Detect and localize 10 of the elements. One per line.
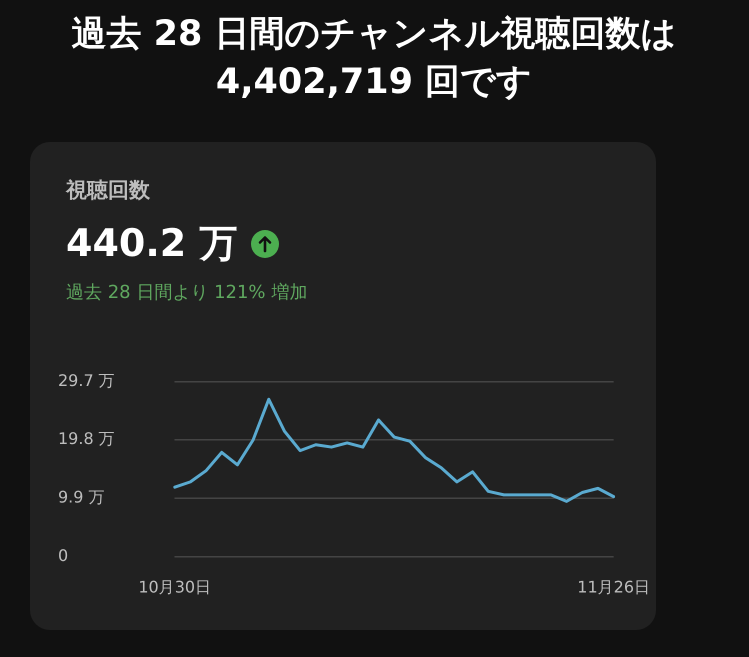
y-tick-label: 0: [58, 546, 68, 565]
text: 過去 28 日間より 121% 増加: [66, 281, 308, 304]
y-tick-label: 29.7 万: [58, 370, 115, 390]
x-tick-label: 11月26日: [577, 578, 650, 597]
x-tick-label: 10月30日: [138, 578, 212, 597]
y-tick-label: 19.8 万: [58, 429, 115, 448]
chart-title: 過去 28 日間のチャンネル視聴回数は 4,402,719 回です: [70, 13, 678, 104]
y-tick-label: 9.9 万: [58, 488, 105, 507]
chart-subtitle: 視聴回数: [66, 177, 150, 204]
text: 440.2 万: [66, 220, 238, 267]
